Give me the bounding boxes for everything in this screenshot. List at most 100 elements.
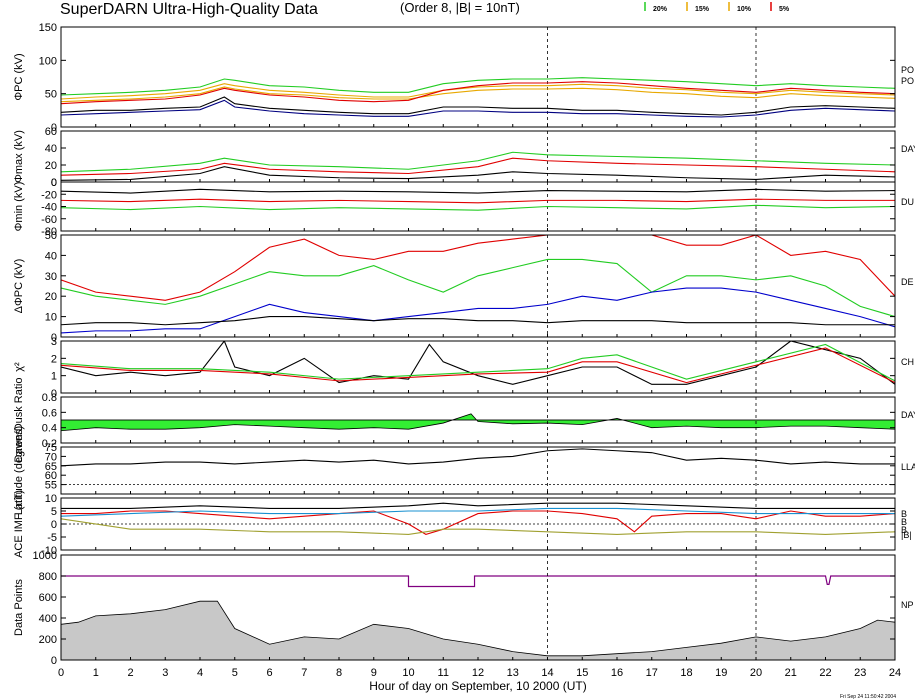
y-tick-label: 65 <box>45 461 57 473</box>
panel-4: 0 1 2 3 χ² <box>13 336 896 400</box>
y-tick-label: 150 <box>39 22 57 34</box>
series-1 <box>61 518 895 535</box>
x-tick-label: 11 <box>438 667 449 679</box>
series-2 <box>61 166 895 181</box>
y-tick-label: 0.4 <box>42 423 57 435</box>
legend-label: 10% <box>737 6 752 13</box>
area-fill <box>61 600 895 660</box>
x-tick-label: 2 <box>127 667 133 679</box>
y-tick-label: 1 <box>51 371 57 383</box>
y-axis-label: Φmax (kV) <box>13 130 25 183</box>
right-label: B <box>901 517 907 527</box>
panel-frame <box>60 234 896 338</box>
y-axis-label: ACE IMF (nT) <box>13 490 25 558</box>
series-0 <box>61 235 895 301</box>
y-tick-label: 50 <box>45 230 57 242</box>
y-tick-label: 1000 <box>33 550 57 562</box>
series-3 <box>61 81 895 105</box>
right-label: LLA <box>901 462 915 472</box>
x-tick-label: 24 <box>889 667 901 679</box>
y-tick-label: -20 <box>41 189 57 201</box>
x-tick-label: 7 <box>301 667 307 679</box>
y-tick-label: -60 <box>41 214 57 226</box>
y-axis-label: ΦPC (kV) <box>13 53 25 100</box>
x-tick-label: 19 <box>715 667 727 679</box>
series-2 <box>61 86 895 103</box>
y-tick-label: 60 <box>45 470 57 482</box>
y-axis-label: Φmin (kV) <box>13 182 25 232</box>
y-tick-label: 20 <box>45 291 57 303</box>
y-tick-label: 20 <box>45 160 57 172</box>
y-axis-label: χ² <box>13 362 25 372</box>
panel-0: 0 50 100 150 ΦPC (kV) <box>13 22 896 134</box>
y-tick-label: 0.6 <box>42 407 57 419</box>
panel-3: 0 10 20 30 40 50 ΔΦPC (kV) <box>13 230 896 344</box>
y-tick-label: 50 <box>45 89 57 101</box>
y-tick-label: -80 <box>41 226 57 238</box>
x-tick-label: 16 <box>611 667 623 679</box>
panel-1: 0 20 40 60 Φmax (kV) <box>13 126 896 189</box>
y-tick-label: 0 <box>51 332 57 344</box>
y-tick-label: 100 <box>39 55 57 67</box>
panel-frame <box>60 26 896 128</box>
y-tick-label: 2 <box>51 353 57 365</box>
legend-label: 5% <box>779 6 790 13</box>
x-tick-label: 5 <box>232 667 238 679</box>
y-tick-label: 0.2 <box>42 438 57 450</box>
x-tick-label: 13 <box>507 667 519 679</box>
y-tick-label: 5 <box>51 506 57 518</box>
y-axis-label: ΔΦPC (kV) <box>13 259 25 314</box>
y-tick-label: 0 <box>51 655 57 667</box>
series-3 <box>61 502 895 509</box>
x-tick-label: 20 <box>750 667 762 679</box>
right-labels: POPODAYDUDECHDAYLLABBB|B|NP <box>901 65 915 610</box>
series-0 <box>61 77 895 96</box>
y-tick-label: 40 <box>45 143 57 155</box>
threshold-line <box>61 575 895 588</box>
right-label: DU <box>901 197 914 207</box>
series-3 <box>61 316 895 326</box>
x-tick-label: 18 <box>680 667 692 679</box>
y-tick-label: 75 <box>45 442 57 454</box>
y-tick-label: 70 <box>45 451 57 463</box>
y-tick-label: -5 <box>47 532 57 544</box>
series-4 <box>61 96 895 116</box>
panel-frame <box>60 446 896 495</box>
right-label: NP <box>901 600 914 610</box>
right-label: |B| <box>901 530 912 540</box>
series-1 <box>61 258 895 318</box>
series-0 <box>61 448 895 467</box>
y-tick-label: 30 <box>45 271 57 283</box>
y-tick-label: 600 <box>39 592 57 604</box>
y-tick-label: 0 <box>51 519 57 531</box>
y-tick-label: 200 <box>39 634 57 646</box>
series-0 <box>61 341 895 385</box>
y-tick-label: 800 <box>39 571 57 583</box>
y-tick-label: 10 <box>45 493 57 505</box>
right-label: PO <box>901 65 914 75</box>
right-label: B <box>901 525 907 535</box>
series-2 <box>61 343 895 382</box>
area-fill <box>61 413 895 432</box>
y-axis-label: Latitude (degrees) <box>13 426 25 515</box>
panel-5: 0.2 0.4 0.6 0.8 Dawn/Dusk Ratio <box>13 378 896 462</box>
x-tick-label: 3 <box>162 667 168 679</box>
y-tick-label: 40 <box>45 250 57 262</box>
y-tick-label: -10 <box>41 545 57 557</box>
x-tick-label: 15 <box>576 667 588 679</box>
x-tick-label: 10 <box>402 667 414 679</box>
x-tick-label: 12 <box>472 667 484 679</box>
x-tick-label: 23 <box>854 667 866 679</box>
y-tick-label: 400 <box>39 613 57 625</box>
x-tick-label: 0 <box>58 667 64 679</box>
right-label: DAY <box>901 144 915 154</box>
series-0 <box>61 510 895 535</box>
series-5 <box>61 99 895 118</box>
series-0 <box>61 151 895 173</box>
y-tick-label: 0 <box>51 177 57 189</box>
series-1 <box>61 198 895 204</box>
y-axis-label: Data Points <box>13 579 25 636</box>
x-tick-label: 4 <box>197 667 203 679</box>
timestamp: Fri Sep 24 11:50:42 2004 <box>840 694 896 700</box>
